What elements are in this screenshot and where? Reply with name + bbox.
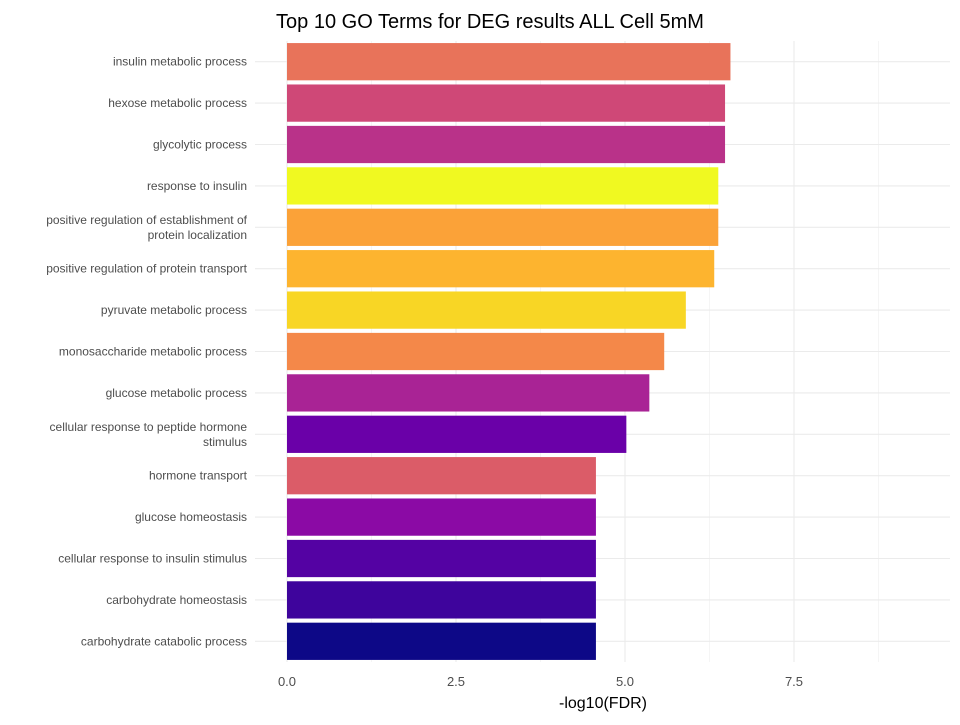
bar <box>287 208 719 246</box>
category-label: glycolytic process <box>153 138 247 152</box>
category-label: response to insulin <box>147 179 247 193</box>
bar <box>287 125 726 164</box>
chart-title: Top 10 GO Terms for DEG results ALL Cell… <box>276 11 704 33</box>
x-tick-labels: 0.0 2.5 5.0 7.5 <box>278 674 803 689</box>
category-label: hexose metabolic process <box>108 96 247 110</box>
bar <box>287 167 719 205</box>
x-tick-label: 2.5 <box>447 674 465 689</box>
bar <box>287 250 715 288</box>
category-label: positive regulation of protein transport <box>46 262 247 276</box>
category-label: hormone transport <box>149 469 248 483</box>
x-tick-label: 5.0 <box>616 674 634 689</box>
x-tick-label: 7.5 <box>785 674 803 689</box>
category-label: carbohydrate catabolic process <box>81 634 247 648</box>
bar <box>287 332 665 371</box>
bar <box>287 84 726 122</box>
bar <box>287 622 596 660</box>
bar <box>287 457 596 495</box>
bar <box>287 415 627 453</box>
category-label: glucose metabolic process <box>106 386 247 400</box>
category-label: glucose homeostasis <box>135 510 247 524</box>
category-label: cellular response to insulin stimulus <box>58 552 247 566</box>
category-label: monosaccharide metabolic process <box>59 345 247 359</box>
x-axis-label: -log10(FDR) <box>559 695 647 712</box>
bar <box>287 374 650 412</box>
category-labels: insulin metabolic process hexose metaboli… <box>46 55 247 649</box>
bars <box>287 43 731 660</box>
category-label: carbohydrate homeostasis <box>106 593 247 607</box>
bar <box>287 291 686 329</box>
x-tick-label: 0.0 <box>278 674 296 689</box>
category-label: cellular response to peptide hormone stim… <box>50 420 248 449</box>
category-label: pyruvate metabolic process <box>101 303 247 317</box>
bar <box>287 498 596 536</box>
bar <box>287 539 596 578</box>
category-label: insulin metabolic process <box>113 55 247 69</box>
category-label: positive regulation of establishment of p… <box>46 213 247 242</box>
bar <box>287 43 731 81</box>
bar <box>287 581 596 619</box>
